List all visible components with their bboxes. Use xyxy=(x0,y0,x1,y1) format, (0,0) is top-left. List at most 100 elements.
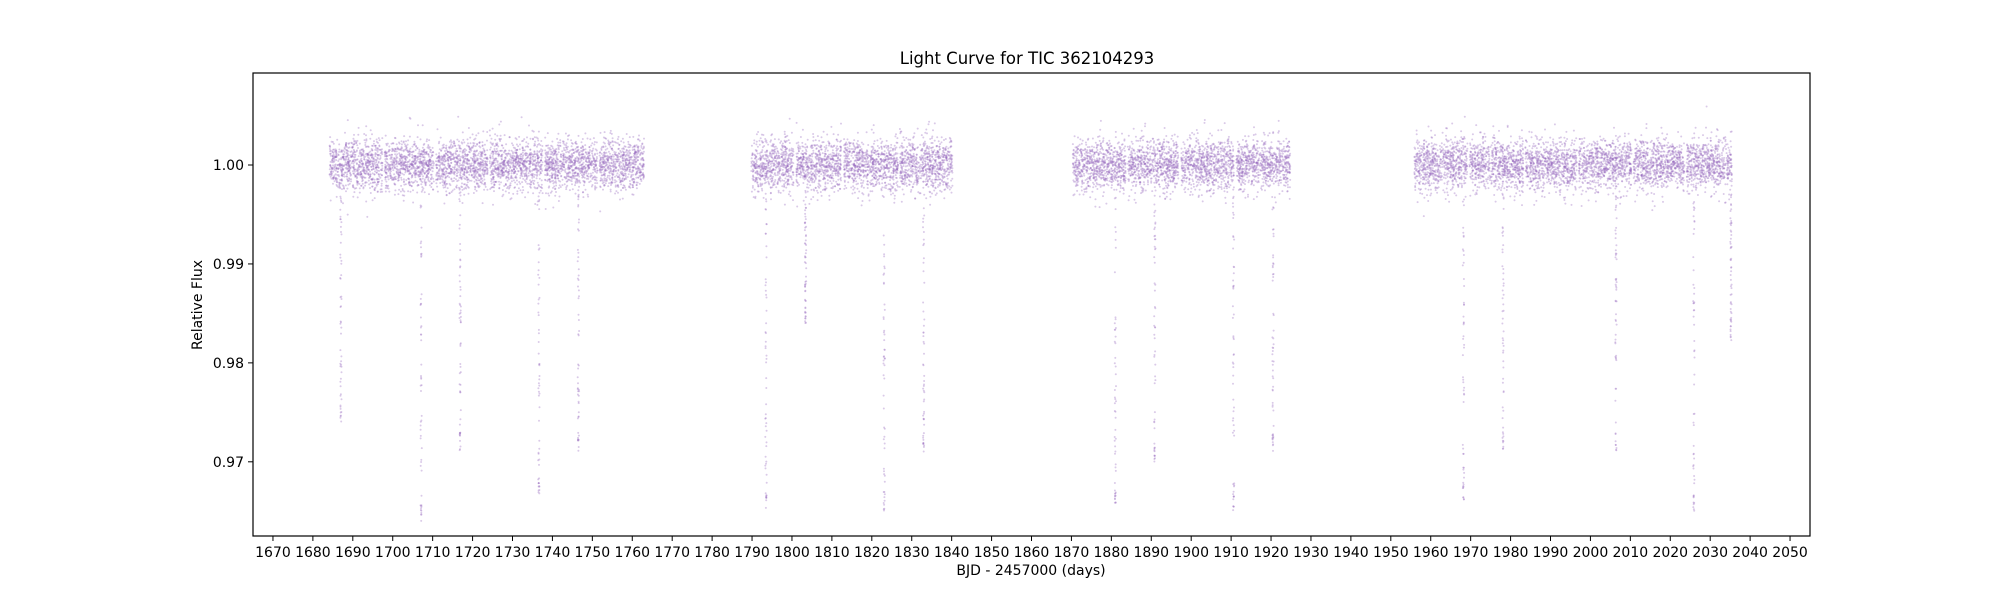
flux-point xyxy=(362,150,365,153)
flux-point xyxy=(389,154,392,157)
flux-point xyxy=(372,181,375,184)
flux-point xyxy=(521,151,524,154)
flux-point xyxy=(781,185,784,188)
flux-point xyxy=(385,144,388,147)
flux-point xyxy=(770,165,773,168)
flux-point xyxy=(338,185,341,187)
flux-point xyxy=(342,156,345,158)
flux-point xyxy=(512,164,515,167)
flux-point xyxy=(345,164,348,167)
data-points xyxy=(328,105,1733,522)
flux-point xyxy=(336,170,339,173)
flux-point xyxy=(619,198,621,201)
flux-point xyxy=(416,180,419,183)
flux-point xyxy=(348,169,351,171)
flux-point xyxy=(588,146,591,148)
flux-point xyxy=(622,162,625,165)
flux-point xyxy=(614,162,617,165)
flux-point xyxy=(521,191,524,194)
flux-point xyxy=(557,166,560,169)
flux-point xyxy=(369,160,372,163)
flux-point xyxy=(333,160,336,163)
flux-point xyxy=(393,136,396,139)
flux-point xyxy=(828,198,831,201)
flux-point xyxy=(370,148,373,150)
flux-point xyxy=(425,160,428,163)
flux-point xyxy=(545,192,547,195)
flux-point xyxy=(511,156,514,159)
flux-point xyxy=(444,152,447,155)
flux-point xyxy=(371,172,374,175)
flux-point xyxy=(377,141,379,144)
flux-point xyxy=(541,187,544,190)
flux-point xyxy=(637,150,640,153)
flux-point xyxy=(775,161,778,164)
flux-point xyxy=(437,177,440,180)
flux-point xyxy=(608,172,611,175)
flux-point xyxy=(331,161,334,164)
flux-point xyxy=(635,187,638,190)
flux-point xyxy=(477,179,480,182)
flux-point xyxy=(621,197,624,200)
flux-point xyxy=(502,193,505,196)
flux-point xyxy=(367,172,370,175)
flux-point xyxy=(366,168,369,171)
flux-point xyxy=(505,169,508,172)
flux-point xyxy=(538,191,541,194)
flux-point xyxy=(783,133,786,136)
flux-point xyxy=(463,177,466,180)
flux-point xyxy=(361,164,364,166)
flux-point xyxy=(370,152,373,155)
flux-point xyxy=(361,165,364,168)
flux-point xyxy=(400,161,403,164)
flux-point xyxy=(776,172,779,174)
flux-point xyxy=(632,193,635,196)
flux-point xyxy=(413,172,416,175)
flux-point xyxy=(469,136,472,139)
flux-point xyxy=(392,142,395,145)
flux-point xyxy=(340,169,343,172)
flux-point xyxy=(394,153,397,156)
flux-point xyxy=(405,140,407,143)
flux-point xyxy=(555,157,558,160)
flux-point xyxy=(592,160,595,162)
flux-point xyxy=(592,147,595,150)
flux-point xyxy=(372,157,375,160)
flux-point xyxy=(369,163,372,166)
flux-point xyxy=(376,164,379,167)
flux-point xyxy=(601,167,604,170)
flux-point xyxy=(435,182,438,185)
flux-point xyxy=(591,171,594,174)
flux-point xyxy=(519,177,522,179)
flux-point xyxy=(550,161,553,164)
flux-point xyxy=(773,157,776,159)
flux-point xyxy=(335,149,338,152)
flux-point xyxy=(393,161,396,164)
flux-point xyxy=(378,169,381,172)
flux-point xyxy=(593,169,596,172)
flux-point xyxy=(559,141,562,144)
flux-point xyxy=(420,168,423,171)
flux-point xyxy=(559,139,562,142)
flux-point xyxy=(548,178,551,181)
flux-point xyxy=(358,168,360,171)
flux-point xyxy=(590,150,593,153)
flux-point xyxy=(376,163,379,166)
flux-point xyxy=(438,174,441,177)
flux-point xyxy=(430,176,433,179)
flux-point xyxy=(523,138,526,141)
flux-point xyxy=(512,179,515,182)
flux-point xyxy=(332,153,335,156)
flux-point xyxy=(351,170,354,173)
flux-point xyxy=(368,161,371,164)
flux-point xyxy=(429,163,432,166)
flux-point xyxy=(456,154,459,157)
flux-point xyxy=(402,199,405,202)
flux-point xyxy=(610,147,613,150)
flux-point xyxy=(545,168,548,171)
flux-point xyxy=(498,123,501,126)
flux-point xyxy=(776,174,779,176)
flux-point xyxy=(492,176,495,179)
flux-point xyxy=(428,193,430,196)
flux-point xyxy=(347,165,350,168)
